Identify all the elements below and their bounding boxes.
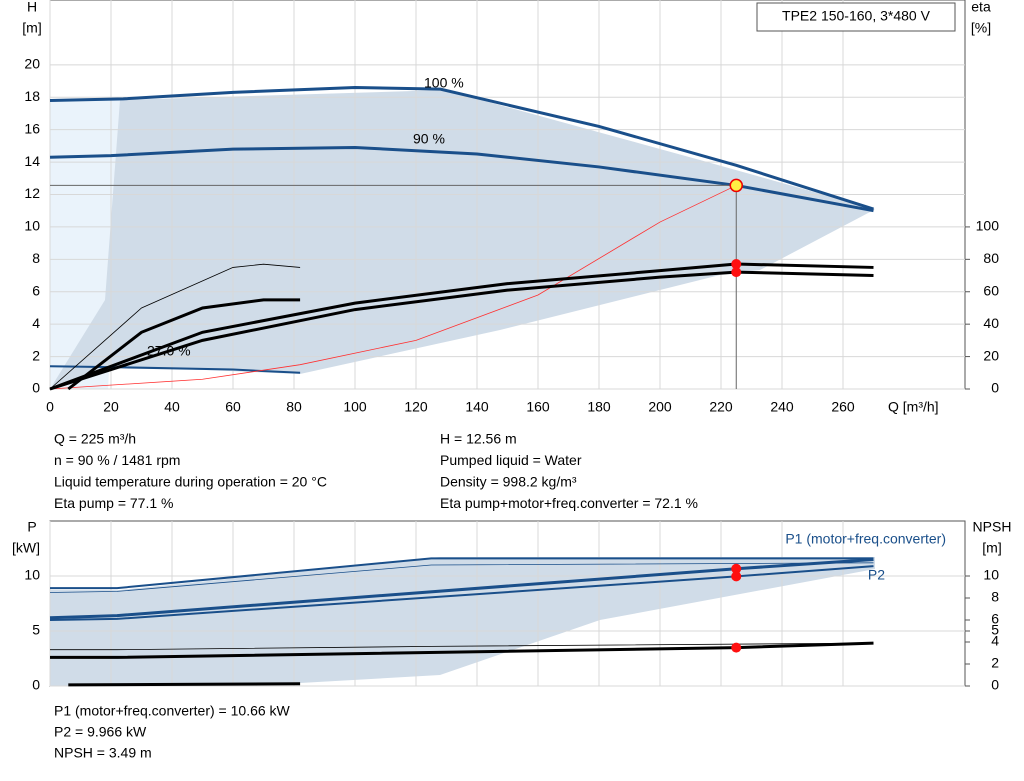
y-tick-label: 14 [24,153,40,169]
x-tick-label: 260 [831,399,855,415]
series-label: P1 (motor+freq.converter) [785,531,946,547]
curve [49,263,301,390]
curve [50,641,874,659]
x-tick-label: 240 [770,399,794,415]
y2-tick-label: 0 [991,677,999,693]
x-tick-label: 100 [343,399,367,415]
curve [68,682,301,687]
y2-tick-label: 4 [991,633,999,649]
y2-tick-label: 6 [991,611,999,627]
x-tick-label: 200 [648,399,672,415]
y-unit: [kW] [12,540,40,556]
y-tick-label: 10 [24,567,40,583]
y-tick-label: 0 [32,677,40,693]
duty-marker [729,178,743,193]
x-tick-label: 60 [225,399,241,415]
y-tick-label: 4 [32,315,40,331]
x-label: Q [m³/h] [888,399,939,415]
duty-marker [731,642,742,653]
info-line: Liquid temperature during operation = 20… [54,474,327,490]
y2-tick-label: 60 [983,282,999,298]
y-unit: [m] [22,20,41,36]
x-tick-label: 80 [286,399,302,415]
info-line: P2 = 9.966 kW [54,724,147,740]
y2-tick-label: 5 [991,622,999,638]
y-tick-label: 0 [32,380,40,396]
y2-tick-label: 20 [983,347,999,363]
curve [49,86,874,211]
curve [50,642,874,651]
info-line: Pumped liquid = Water [440,452,582,468]
curve [67,298,301,391]
y-tick-label: 6 [32,282,40,298]
curve [49,565,874,621]
x-tick-label: 20 [103,399,119,415]
y2-tick-label: 2 [991,655,999,671]
y-tick-label: 18 [24,88,40,104]
y-tick-label: 8 [32,250,40,266]
curve [50,557,874,590]
x-tick-label: 0 [46,399,54,415]
series-label: P2 [868,567,885,583]
y-tick-label: 16 [24,120,40,136]
curve [49,145,874,213]
y2-tick-label: 10 [983,567,999,583]
y-tick-label: 5 [32,622,40,638]
y-tick-label: 12 [24,185,40,201]
duty-marker [731,571,742,582]
y2-tick-label: 0 [991,380,999,396]
y2-tick-label: 8 [991,589,999,605]
y2-unit: [%] [971,20,991,36]
info-line: H = 12.56 m [440,431,517,447]
info-line: Eta pump = 77.1 % [54,495,173,511]
annotation: 90 % [413,131,445,147]
x-tick-label: 140 [465,399,489,415]
curve [49,558,874,620]
operating-range [50,90,875,389]
info-line: Eta pump+motor+freq.converter = 72.1 % [440,495,698,511]
y-tick-label: 20 [24,56,40,72]
title-box [756,2,956,32]
annotation: 27.0 % [147,343,191,359]
info-line: n = 90 % / 1481 rpm [54,452,180,468]
y2-label: eta [971,0,991,15]
x-tick-label: 180 [587,399,611,415]
y-tick-label: 10 [24,218,40,234]
grid [49,0,965,687]
info-line: P1 (motor+freq.converter) = 10.66 kW [54,703,291,719]
x-tick-label: 40 [164,399,180,415]
y2-unit: [m] [982,540,1001,556]
x-tick-label: 220 [709,399,733,415]
y2-label: NPSH [973,519,1012,535]
annotation: 100 % [424,75,464,91]
y2-tick-label: 40 [983,315,999,331]
info-line: Q = 225 m³/h [54,431,136,447]
curve [49,562,874,593]
title: TPE2 150-160, 3*480 V [782,8,931,24]
duty-marker [731,259,742,270]
y2-tick-label: 100 [976,218,1000,234]
info-line: NPSH = 3.49 m [54,745,152,761]
duty-marker [731,563,742,574]
x-tick-label: 160 [526,399,550,415]
curve [49,185,737,390]
y2-tick-label: 80 [983,250,999,266]
y-tick-label: 2 [32,347,40,363]
x-tick-label: 120 [404,399,428,415]
y-label: H [27,0,37,15]
y-label: P [27,519,36,535]
info-line: Density = 998.2 kg/m³ [440,474,577,490]
curve [49,365,301,374]
duty-marker [731,267,742,278]
